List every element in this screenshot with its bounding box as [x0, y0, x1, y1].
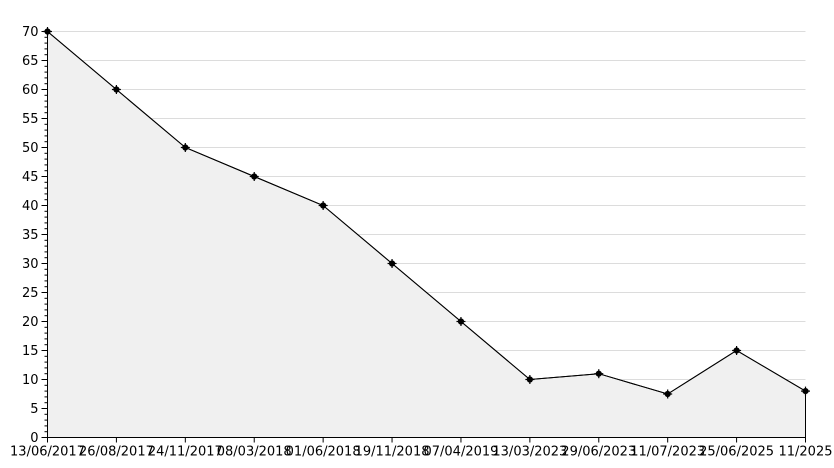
x-tick-label: 13/03/2023 — [492, 445, 567, 460]
y-tick-label: 20 — [22, 315, 39, 330]
y-tick-label: 70 — [22, 25, 39, 40]
y-tick-label: 10 — [22, 373, 39, 388]
x-tick-label: 26/08/2017 — [79, 445, 154, 460]
y-tick-label: 15 — [22, 344, 39, 359]
x-tick-label: 13/06/2017 — [10, 445, 85, 460]
y-tick-label: 55 — [22, 112, 39, 127]
x-tick-label: 11/07/2023 — [630, 445, 705, 460]
y-tick-label: 65 — [22, 54, 39, 69]
data-point-marker — [320, 202, 327, 209]
data-point-marker — [733, 347, 740, 354]
data-point-marker — [526, 376, 533, 383]
data-point-marker — [113, 86, 120, 93]
x-tick-label: 29/06/2023 — [561, 445, 636, 460]
x-tick-label: 07/04/2019 — [423, 445, 498, 460]
y-tick-label: 45 — [22, 170, 39, 185]
y-tick-label: 25 — [22, 286, 39, 301]
y-tick-label: 0 — [30, 431, 38, 446]
data-point-marker — [802, 388, 809, 395]
x-tick-label: 08/03/2018 — [217, 445, 292, 460]
data-point-marker — [388, 260, 396, 267]
data-point-marker — [182, 144, 189, 151]
data-line — [47, 31, 806, 395]
x-tick-label: 25/06/2025 — [699, 445, 774, 460]
data-point-marker — [664, 390, 671, 398]
x-tick-label: 19/11/2018 — [355, 445, 430, 460]
y-tick-label: 5 — [30, 402, 38, 417]
data-point-marker — [595, 370, 602, 377]
y-tick-label: 40 — [22, 199, 39, 214]
y-tick-label: 60 — [22, 83, 39, 98]
y-tick-label: 35 — [22, 228, 39, 243]
x-tick-label: 24/11/2017 — [148, 445, 223, 460]
y-tick-label: 50 — [22, 141, 39, 156]
data-point-marker — [44, 28, 51, 35]
data-point-marker — [457, 318, 465, 325]
x-tick-label: 01/06/2018 — [286, 445, 361, 460]
data-point-marker — [251, 173, 258, 180]
x-tick-label: 11/2025 — [778, 445, 832, 460]
y-tick-label: 30 — [22, 257, 39, 272]
